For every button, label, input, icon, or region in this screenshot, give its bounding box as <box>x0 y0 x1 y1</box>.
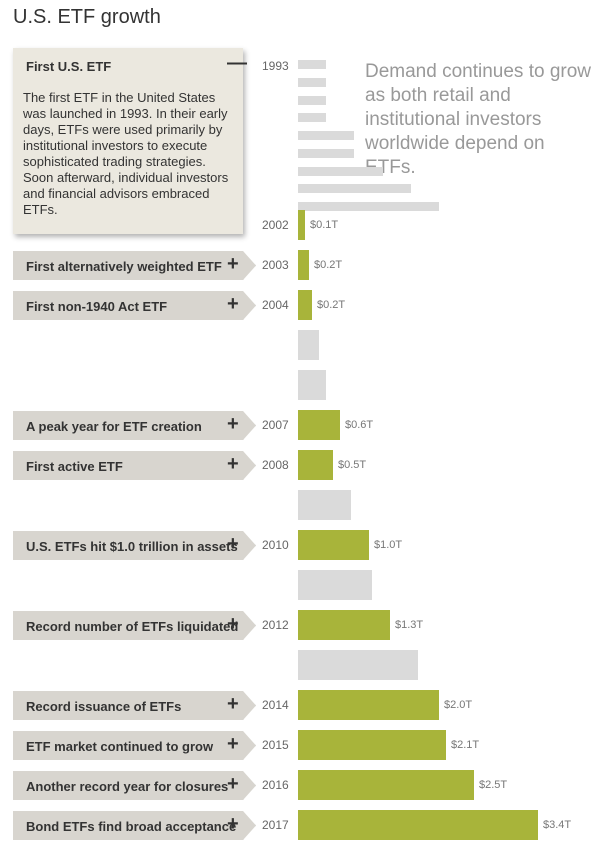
value-label-2008: $0.5T <box>338 459 367 471</box>
plus-icon[interactable]: + <box>227 693 239 715</box>
event-label-2014: Record issuance of ETFs <box>26 699 182 714</box>
plus-icon[interactable]: + <box>227 613 239 635</box>
value-label-2012: $1.3T <box>395 619 424 631</box>
bar-2013 <box>298 650 418 680</box>
event-label-2003: First alternatively weighted ETF <box>26 259 222 274</box>
event-tab-2015[interactable]: ETF market continued to grow + <box>13 731 256 760</box>
value-label-2014: $2.0T <box>444 699 473 711</box>
event-tab-2017[interactable]: Bond ETFs find broad acceptance + <box>13 811 256 840</box>
event-label-2016: Another record year for closures <box>26 779 229 794</box>
year-label-2007: 2007 <box>262 418 289 432</box>
bar-2007 <box>298 410 340 440</box>
bar-1999 <box>298 166 383 176</box>
event-label-2008: First active ETF <box>26 459 123 474</box>
event-tab-2012[interactable]: Record number of ETFs liquidated + <box>13 611 256 640</box>
value-label-2007: $0.6T <box>345 419 374 431</box>
bar-2012 <box>298 610 390 640</box>
value-label-2010: $1.0T <box>374 539 403 551</box>
page-title: U.S. ETF growth <box>13 6 161 28</box>
bar-2010 <box>298 530 369 560</box>
value-label-2015: $2.1T <box>451 739 480 751</box>
year-label-2002: 2002 <box>262 218 289 232</box>
year-label-2004: 2004 <box>262 298 289 312</box>
event-label-2015: ETF market continued to grow <box>26 739 214 754</box>
year-label-2015: 2015 <box>262 738 289 752</box>
year-label-2017: 2017 <box>262 818 289 832</box>
event-label-2007: A peak year for ETF creation <box>26 419 202 434</box>
value-label-2017: $3.4T <box>543 819 572 831</box>
bar-2001 <box>298 202 439 212</box>
event-label-2012: Record number of ETFs liquidated <box>26 619 239 634</box>
year-label-2012: 2012 <box>262 618 289 632</box>
plus-icon[interactable]: + <box>227 413 239 435</box>
plus-icon[interactable]: + <box>227 293 239 315</box>
bar-2003 <box>298 250 309 280</box>
event-label-2017: Bond ETFs find broad acceptance <box>26 819 237 834</box>
event-label-2004: First non-1940 Act ETF <box>26 299 168 314</box>
expanded-event-body: The first ETF in the United States was l… <box>23 90 229 217</box>
bar-1998 <box>298 148 354 158</box>
value-label-2003: $0.2T <box>314 259 343 271</box>
bar-1994 <box>298 77 326 87</box>
value-label-2002: $0.1T <box>310 219 339 231</box>
bar-2002 <box>298 210 305 240</box>
minus-icon[interactable]: — <box>227 52 247 74</box>
plus-icon[interactable]: + <box>227 253 239 275</box>
bar-2005 <box>298 330 319 360</box>
expanded-event-card[interactable]: First U.S. ETF — The first ETF in the Un… <box>13 48 247 234</box>
bar-2009 <box>298 490 351 520</box>
event-tab-2003[interactable]: First alternatively weighted ETF + <box>13 251 256 280</box>
year-label-2008: 2008 <box>262 458 289 472</box>
year-label-2016: 2016 <box>262 778 289 792</box>
value-label-2016: $2.5T <box>479 779 508 791</box>
bar-2016 <box>298 770 474 800</box>
bar-2011 <box>298 570 372 600</box>
event-tab-2008[interactable]: First active ETF + <box>13 451 256 480</box>
expanded-event-title: First U.S. ETF <box>26 59 112 74</box>
year-label-2014: 2014 <box>262 698 289 712</box>
year-label-2003: 2003 <box>262 258 289 272</box>
bar-1996 <box>298 113 326 123</box>
event-tab-2010[interactable]: U.S. ETFs hit $1.0 trillion in assets + <box>13 531 256 560</box>
bar-2006 <box>298 370 326 400</box>
bar-1997 <box>298 131 354 141</box>
plus-icon[interactable]: + <box>227 733 239 755</box>
event-tab-2004[interactable]: First non-1940 Act ETF + <box>13 291 256 320</box>
plus-icon[interactable]: + <box>227 453 239 475</box>
bar-2004 <box>298 290 312 320</box>
bar-1995 <box>298 95 326 105</box>
event-tab-2014[interactable]: Record issuance of ETFs + <box>13 691 256 720</box>
event-tab-2016[interactable]: Another record year for closures + <box>13 771 256 800</box>
bar-2017 <box>298 810 538 840</box>
event-label-2010: U.S. ETFs hit $1.0 trillion in assets <box>26 539 238 554</box>
year-label-1993: 1993 <box>262 59 289 73</box>
bar-2015 <box>298 730 446 760</box>
bar-2008 <box>298 450 333 480</box>
year-label-2010: 2010 <box>262 538 289 552</box>
plus-icon[interactable]: + <box>227 813 239 835</box>
plus-icon[interactable]: + <box>227 533 239 555</box>
event-tab-2007[interactable]: A peak year for ETF creation + <box>13 411 256 440</box>
bar-1993 <box>298 60 326 69</box>
value-label-2004: $0.2T <box>317 299 346 311</box>
bar-2000 <box>298 184 411 194</box>
bar-2014 <box>298 690 439 720</box>
plus-icon[interactable]: + <box>227 773 239 795</box>
tagline-text: Demand continues to grow as both retail … <box>365 61 592 178</box>
